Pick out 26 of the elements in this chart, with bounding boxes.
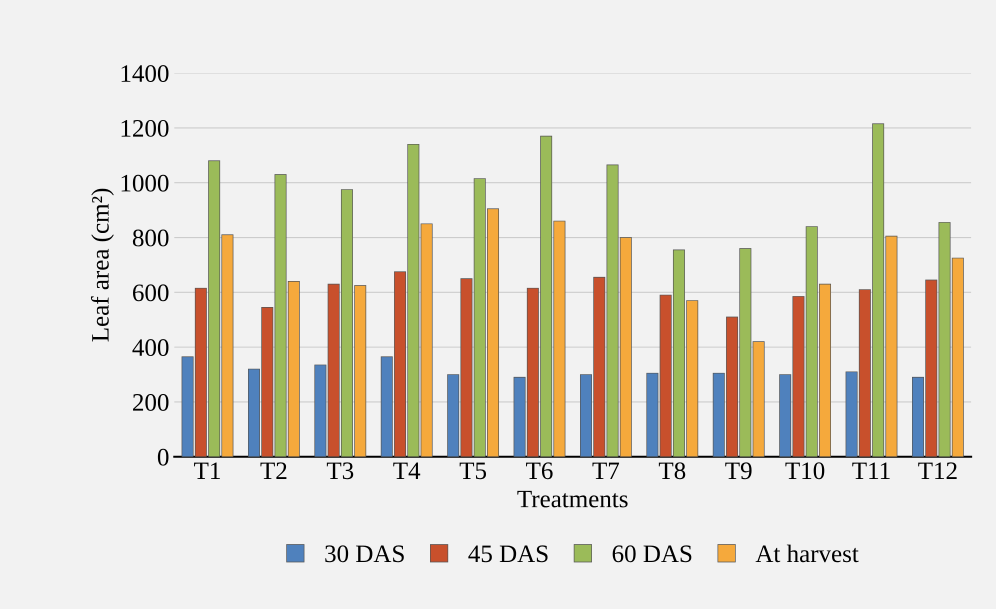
x-tick-label: T9 — [725, 462, 752, 480]
x-tick-label: T1 — [194, 462, 220, 479]
y-tick-label: 1000 — [122, 174, 168, 192]
x-tick-label: T8 — [658, 462, 686, 480]
x-tick-label: T10 — [785, 462, 824, 480]
y-tick-label: 0 — [158, 448, 168, 466]
legend-label: At harvest — [756, 544, 859, 562]
y-tick-label: 1200 — [122, 120, 168, 137]
y-tick-label: 1400 — [122, 65, 168, 82]
y-tick-label: 400 — [132, 339, 168, 356]
y-axis-title: Leaf area (cm²) — [90, 188, 114, 342]
x-tick-label: T5 — [460, 462, 486, 480]
x-tick-label: T12 — [918, 462, 957, 479]
x-tick-label: T3 — [326, 462, 354, 480]
y-tick-label: 200 — [133, 394, 168, 411]
legend-label: 45 DAS — [468, 545, 548, 562]
x-tick-label: T2 — [260, 462, 286, 479]
x-tick-label: T4 — [393, 462, 420, 479]
x-tick-label: T11 — [852, 462, 890, 479]
legend-label: 60 DAS — [612, 545, 692, 562]
y-tick-label: 800 — [132, 230, 168, 246]
x-axis-title: Treatments — [517, 490, 628, 508]
legend-label: 30 DAS — [325, 545, 404, 562]
y-tick-label: 600 — [133, 284, 168, 302]
x-tick-label: T7 — [592, 462, 620, 479]
x-tick-label: T6 — [526, 462, 553, 480]
